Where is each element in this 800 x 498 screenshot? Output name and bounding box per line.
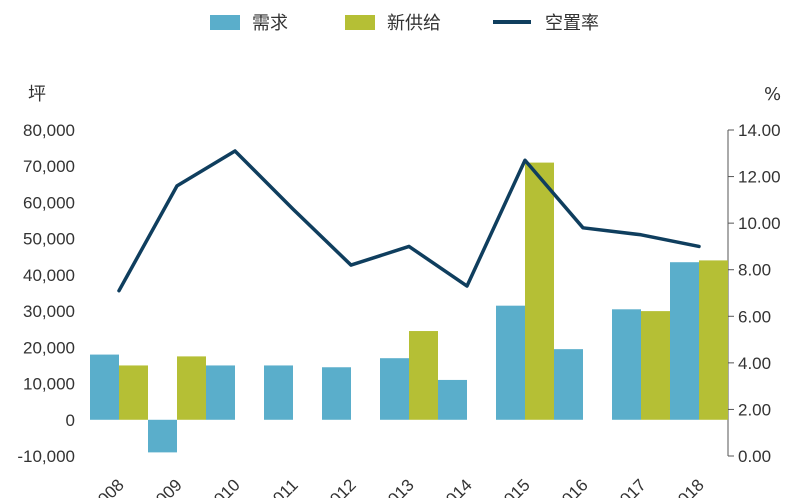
x-tick-label: 2015 xyxy=(494,475,534,498)
bar-new-supply-2018 xyxy=(699,260,728,420)
bar-demand-2009 xyxy=(148,419,177,453)
x-tick-label: 2009 xyxy=(146,475,186,498)
bar-new-supply-2013 xyxy=(409,331,438,420)
left-tick-label: 10,000 xyxy=(23,375,75,394)
right-axis-unit: % xyxy=(764,84,781,105)
bar-demand-2014 xyxy=(438,379,467,420)
x-tick-label: 2017 xyxy=(610,475,650,498)
right-tick-label: 2.00 xyxy=(738,400,771,419)
x-tick-label: 2018 xyxy=(668,475,708,498)
left-tick-label: 40,000 xyxy=(23,266,75,285)
right-tick-label: 14.00 xyxy=(738,121,781,140)
left-tick-label: 70,000 xyxy=(23,157,75,176)
bar-demand-2008 xyxy=(90,354,119,420)
right-axis-ticks: 0.00 2.00 4.00 6.00 8.00 10.00 12.00 14.00 xyxy=(728,121,781,466)
right-tick-label: 4.00 xyxy=(738,354,771,373)
x-tick-label: 2012 xyxy=(320,475,360,498)
x-tick-label: 2016 xyxy=(552,475,592,498)
legend-demand-label: 需求 xyxy=(252,13,288,34)
bar-demand-2010 xyxy=(206,365,235,420)
vacancy-rate-line xyxy=(117,149,701,293)
bar-demand-2012 xyxy=(322,367,351,420)
bar-demand-2015 xyxy=(496,305,525,420)
vacancy-line xyxy=(117,149,701,293)
right-tick-label: 6.00 xyxy=(738,307,771,326)
bar-new-supply-2017 xyxy=(641,311,670,420)
legend-new-supply-swatch xyxy=(345,15,375,30)
x-axis-ticks: 2008 2009 2010 2011 2012 2013 2014 2015 2016 2017… xyxy=(88,475,708,498)
left-tick-label: 30,000 xyxy=(23,302,75,321)
left-tick-label: 80,000 xyxy=(23,121,75,140)
x-tick-label: 2014 xyxy=(436,475,476,498)
legend-vacancy-label: 空置率 xyxy=(545,13,599,34)
bar-new-supply-2015 xyxy=(525,162,554,420)
left-tick-label: 60,000 xyxy=(23,193,75,212)
left-tick-label: -10,000 xyxy=(17,447,75,466)
bar-new-supply-2009 xyxy=(177,356,206,420)
right-tick-label: 8.00 xyxy=(738,261,771,280)
x-tick-label: 2010 xyxy=(204,475,244,498)
x-tick-label: 2008 xyxy=(88,475,128,498)
left-tick-label: 50,000 xyxy=(23,230,75,249)
x-tick-label: 2013 xyxy=(378,475,418,498)
x-tick-label: 2011 xyxy=(263,475,302,498)
bar-demand-2017 xyxy=(612,309,641,420)
right-tick-label: 0.00 xyxy=(738,447,771,466)
right-tick-label: 10.00 xyxy=(738,214,781,233)
legend-new-supply-label: 新供给 xyxy=(387,13,441,34)
bar-demand-2018 xyxy=(670,262,699,420)
left-tick-label: 20,000 xyxy=(23,338,75,357)
bars xyxy=(90,162,728,453)
bar-demand-2011 xyxy=(264,365,293,420)
left-axis-unit: 坪 xyxy=(28,84,46,105)
right-tick-label: 12.00 xyxy=(738,168,781,187)
legend: 需求 新供给 空置率 xyxy=(210,13,599,34)
legend-demand-swatch xyxy=(210,15,240,30)
bar-demand-2016 xyxy=(554,349,583,420)
bar-demand-2013 xyxy=(380,358,409,420)
left-tick-label: 0 xyxy=(66,411,75,430)
bar-new-supply-2008 xyxy=(119,365,148,420)
left-axis-ticks: -10,000 0 10,000 20,000 30,000 40,000 50,000 60… xyxy=(17,121,75,466)
